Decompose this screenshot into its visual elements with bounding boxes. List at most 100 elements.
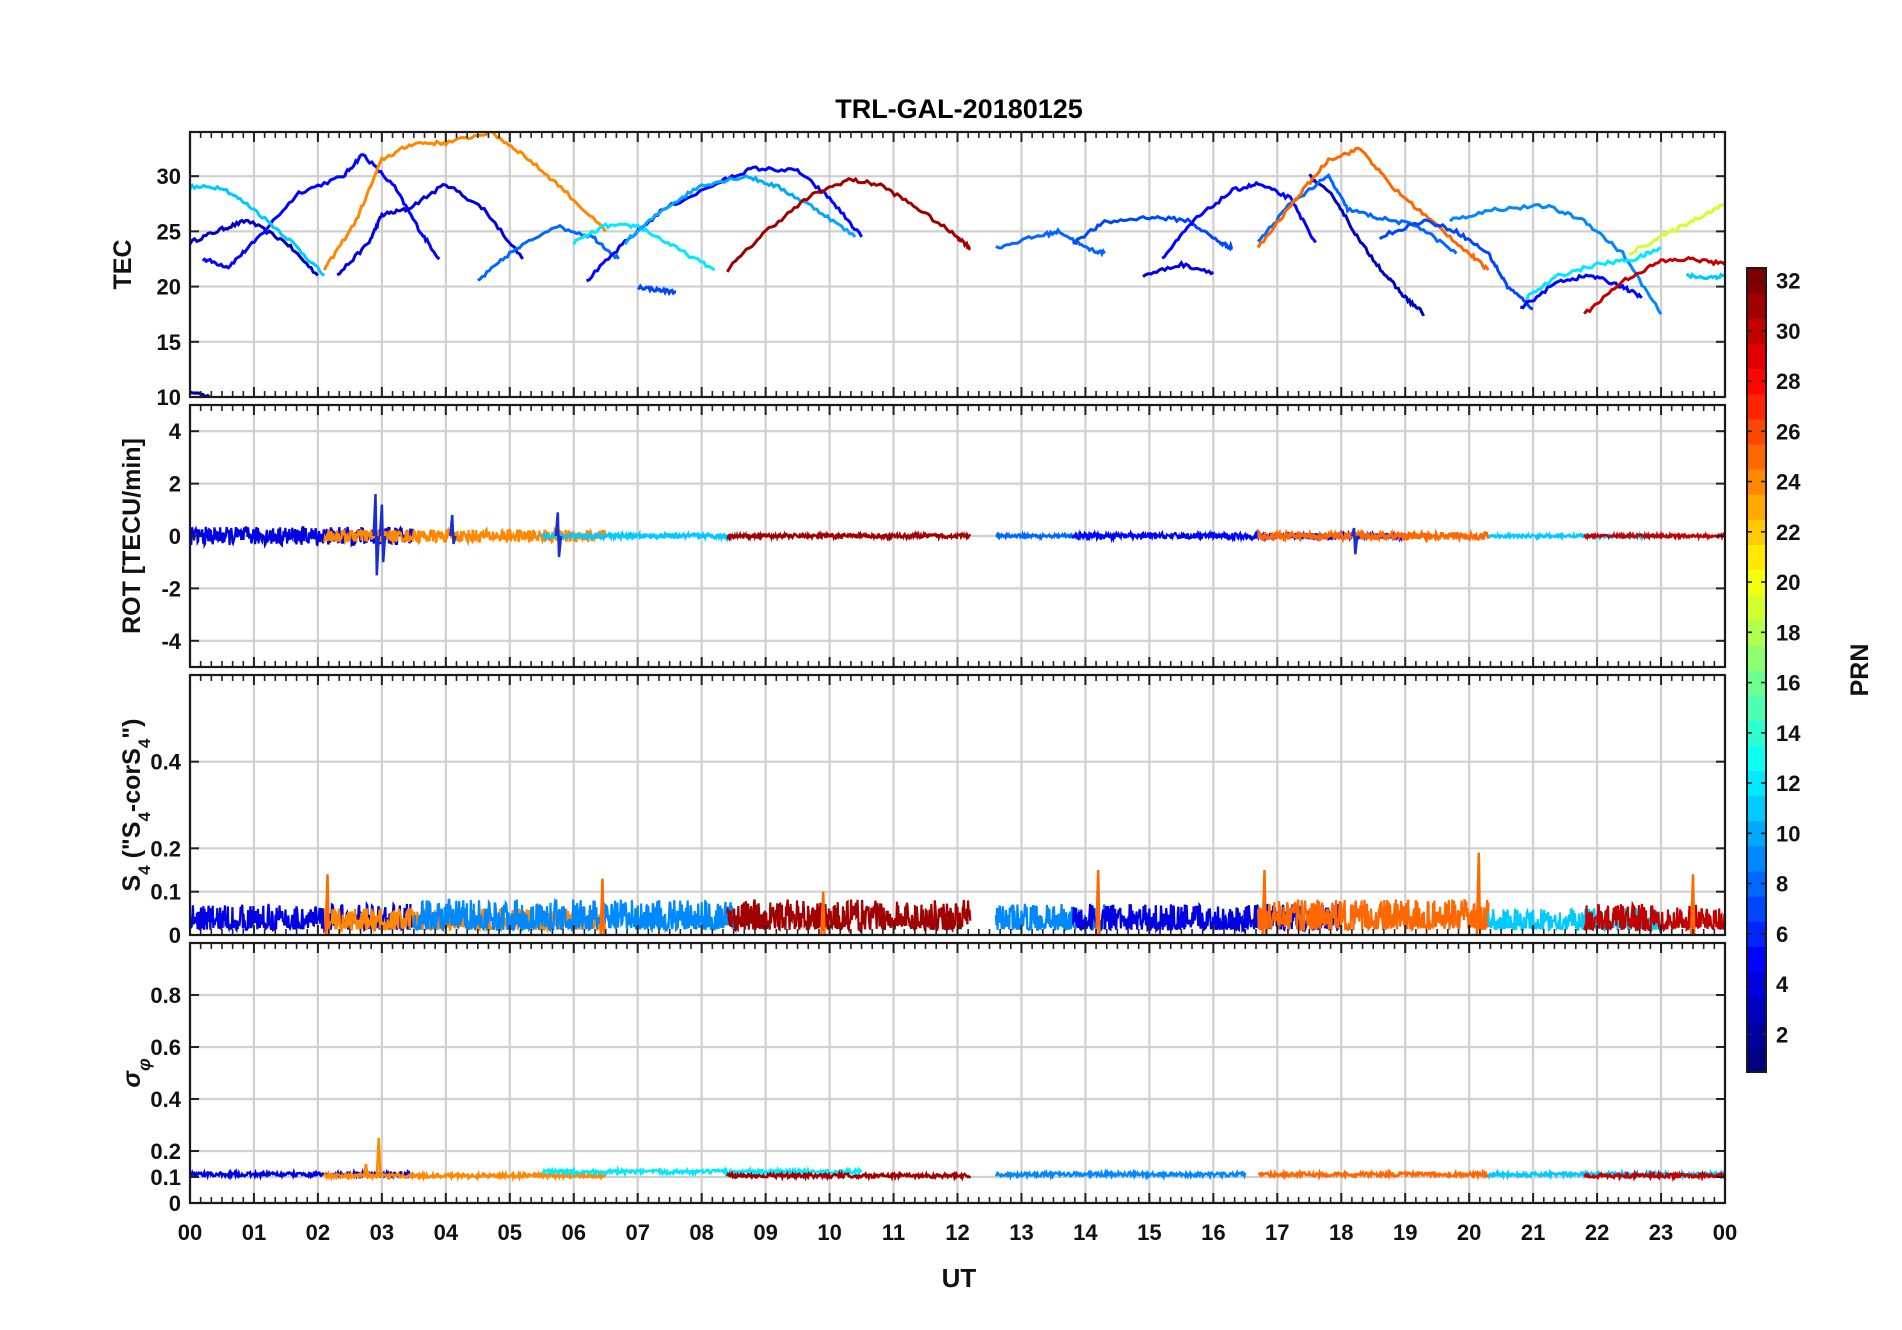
- spike: [378, 504, 387, 563]
- x-tick-label: 06: [562, 1220, 586, 1245]
- y-axis-label: TEC: [109, 240, 137, 290]
- sigma-series-prn-31: [726, 1168, 972, 1182]
- s4-series-prn-9: [412, 897, 735, 934]
- tec-series-prn-9: [1448, 203, 1663, 316]
- colorbar-segment: [1747, 519, 1766, 545]
- x-tick-label: 12: [945, 1220, 969, 1245]
- y-tick-label: 0: [169, 923, 181, 948]
- x-tick-label: 10: [817, 1220, 841, 1245]
- spike: [324, 874, 331, 935]
- colorbar-segment: [1747, 770, 1766, 797]
- colorbar-tick-label: 30: [1776, 319, 1800, 344]
- colorbar-segment: [1747, 318, 1766, 344]
- tec-series-prn-12: [572, 222, 716, 272]
- plot-frame: [188, 941, 1727, 1205]
- plot-frame: [188, 403, 1727, 669]
- spike: [372, 494, 380, 576]
- colorbar-tick-label: 26: [1776, 419, 1800, 444]
- y-axis-label: ROT [TECU/min]: [118, 438, 146, 634]
- colorbar-segment: [1747, 1046, 1766, 1073]
- x-tick-label: 07: [625, 1220, 649, 1245]
- colorbar-segment: [1747, 569, 1766, 596]
- colorbar-segment: [1747, 996, 1766, 1023]
- colorbar-segment: [1747, 921, 1766, 947]
- rot-series-prn-25: [1257, 528, 1490, 544]
- colorbar-segment: [1747, 469, 1766, 495]
- x-tick-label: 02: [306, 1220, 330, 1245]
- colorbar-segment: [1747, 368, 1766, 395]
- plot-frame: [188, 130, 1727, 399]
- colorbar-segment: [1747, 946, 1766, 973]
- colorbar-segment: [1747, 343, 1766, 370]
- colorbar-segment: [1747, 845, 1766, 872]
- colorbar-tick-label: 2: [1776, 1022, 1788, 1047]
- colorbar-segment: [1747, 720, 1766, 746]
- tec-series-prn-7: [1072, 214, 1234, 252]
- y-tick-label: 25: [157, 219, 181, 244]
- colorbar-segment: [1747, 619, 1766, 646]
- x-tick-label: 16: [1201, 1220, 1225, 1245]
- colorbar-label: PRN: [1846, 644, 1874, 697]
- colorbar-tick-label: 8: [1776, 872, 1788, 897]
- y-tick-label: 0.1: [150, 1165, 181, 1190]
- spike: [1475, 852, 1482, 935]
- sigma-series-prn-9: [994, 1168, 1247, 1182]
- x-tick-label: 14: [1073, 1220, 1098, 1245]
- sigma-series-prn-30: [1583, 1169, 1725, 1183]
- colorbar-tick-label: 6: [1776, 922, 1788, 947]
- tec-series-prn-24: [322, 132, 607, 271]
- colorbar-segment: [1747, 820, 1766, 847]
- colorbar-tick-label: 10: [1776, 821, 1800, 846]
- chart-title: TRL-GAL-20180125: [835, 94, 1083, 124]
- colorbar-segment: [1747, 1021, 1766, 1048]
- x-tick-label: 15: [1137, 1220, 1161, 1245]
- y-tick-label: -2: [161, 576, 181, 601]
- y-tick-label: 30: [157, 164, 181, 189]
- x-tick-label: 04: [434, 1220, 459, 1245]
- tec-series-prn-11: [1685, 272, 1725, 281]
- tec-series-prn-8: [1256, 173, 1458, 255]
- tec-series-prn-7: [636, 283, 677, 297]
- series-group: [190, 1137, 1725, 1183]
- colorbar-segment: [1747, 594, 1766, 621]
- colorbar-tick-label: 12: [1776, 771, 1800, 796]
- s4-series-prn-25: [1257, 898, 1490, 933]
- panel-1: 10 15 20 25 30 TEC: [109, 130, 1727, 410]
- plot-frame: [188, 673, 1727, 937]
- colorbar-segment: [1747, 670, 1766, 696]
- x-tick-label: 18: [1329, 1220, 1353, 1245]
- y-tick-label: 10: [157, 385, 181, 410]
- x-tick-label: 20: [1457, 1220, 1481, 1245]
- tec-series-prn-7: [1378, 218, 1534, 311]
- colorbar-segment: [1747, 268, 1766, 294]
- colorbar-tick-label: 4: [1776, 972, 1789, 997]
- colorbar-tick-label: 16: [1776, 671, 1800, 696]
- tec-series-prn-12: [1525, 246, 1662, 301]
- x-tick-label: 00: [178, 1220, 202, 1245]
- y-tick-label: 0.4: [150, 750, 181, 775]
- colorbar-segment: [1747, 695, 1766, 721]
- spike: [1689, 874, 1697, 935]
- colorbar-tick-label: 14: [1776, 721, 1801, 746]
- colorbar-tick-label: 28: [1776, 369, 1800, 394]
- colorbar-segment: [1747, 443, 1766, 470]
- colorbar-segment: [1747, 544, 1766, 571]
- colorbar-segment: [1747, 795, 1766, 822]
- y-tick-label: 0.4: [150, 1087, 181, 1112]
- spike: [1095, 869, 1102, 935]
- x-tick-label: 00: [1713, 1220, 1737, 1245]
- colorbar-segment: [1747, 418, 1766, 445]
- spike: [449, 514, 457, 545]
- tec-series-prn-8: [477, 223, 620, 282]
- tec-series-prn-31: [726, 176, 972, 273]
- sigma-series-prn-25: [1257, 1168, 1489, 1181]
- colorbar-tick-label: 22: [1776, 520, 1800, 545]
- x-tick-label: 21: [1521, 1220, 1545, 1245]
- tec-series-prn-10: [623, 174, 857, 246]
- tec-series-prn-19: [1628, 202, 1725, 257]
- colorbar-segment: [1747, 494, 1766, 520]
- tec-series-prn-5: [201, 153, 441, 270]
- rot-series-prn-30: [1583, 530, 1725, 542]
